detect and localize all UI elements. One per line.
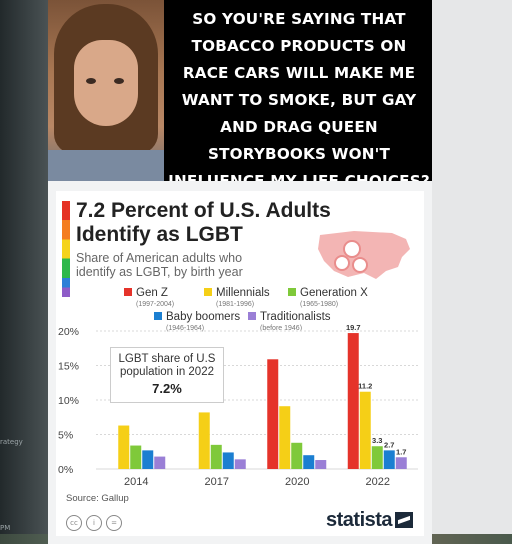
meme-panel: SO YOU'RE SAYING THAT TOBACCO PRODUCTS O… bbox=[48, 0, 432, 190]
bar-baby-boomers-2022 bbox=[383, 450, 395, 469]
background-right-panel bbox=[432, 0, 512, 544]
legend-years-millennials: (1981-1996) bbox=[216, 301, 255, 308]
background-text: rategy bbox=[0, 438, 23, 446]
statista-logo: statista bbox=[326, 509, 414, 532]
bar-generation-x-2014 bbox=[130, 445, 142, 469]
girl-photo bbox=[48, 0, 164, 181]
data-label: 3.3 bbox=[372, 436, 382, 445]
legend-years-generation-x: (1965-1980) bbox=[300, 301, 339, 308]
bar-millennials-2017 bbox=[198, 412, 210, 469]
license-icons: cc i = bbox=[66, 512, 126, 531]
legend-item-millennials: Millennials bbox=[204, 287, 270, 299]
annotation-box: LGBT share of U.S population in 2022 7.2… bbox=[110, 347, 224, 403]
bar-traditionalists-2020 bbox=[315, 460, 327, 469]
annotation-value: 7.2% bbox=[152, 381, 182, 396]
chart-card: 7.2 Percent of U.S. Adults Identify as L… bbox=[48, 181, 432, 544]
x-tick-label: 2014 bbox=[124, 476, 148, 488]
bar-traditionalists-2017 bbox=[234, 459, 246, 469]
background-left-panel bbox=[0, 0, 48, 544]
bar-generation-x-2017 bbox=[210, 444, 222, 469]
bar-baby-boomers-2020 bbox=[303, 455, 315, 469]
title-color-bar bbox=[62, 201, 70, 297]
data-label: 11.2 bbox=[358, 382, 372, 391]
legend-years-gen-z: (1997-2004) bbox=[136, 301, 175, 308]
annotation-label: LGBT share of U.S population in 2022 bbox=[118, 353, 216, 378]
chart-title: 7.2 Percent of U.S. Adults Identify as L… bbox=[76, 199, 331, 246]
noderivs-icon: = bbox=[106, 515, 122, 531]
data-label: 2.7 bbox=[384, 440, 394, 449]
y-tick-label: 15% bbox=[58, 361, 79, 373]
bar-generation-x-2020 bbox=[291, 442, 303, 469]
chart-area: 7.2 Percent of U.S. Adults Identify as L… bbox=[56, 191, 424, 536]
y-tick-label: 10% bbox=[58, 395, 79, 407]
y-tick-label: 20% bbox=[58, 326, 79, 338]
bar-baby-boomers-2017 bbox=[222, 452, 234, 469]
x-tick-label: 2020 bbox=[285, 476, 309, 488]
bar-chart: 0% 5% 10% 15% 20% 2014 2017 2020 2022 19.7 11.2 3.3… bbox=[58, 323, 418, 488]
y-tick-label: 5% bbox=[58, 430, 73, 442]
chart-subtitle: Share of American adults who identify as… bbox=[76, 251, 243, 279]
legend-item-generation-x: Generation X bbox=[288, 287, 368, 299]
bar-generation-x-2022 bbox=[371, 446, 383, 469]
statista-mark-icon bbox=[395, 512, 414, 528]
legend-years-traditionalists: (before 1946) bbox=[260, 325, 303, 332]
bar-traditionalists-2014 bbox=[154, 456, 166, 469]
background-time: PM bbox=[0, 524, 11, 532]
bar-millennials-2020 bbox=[279, 406, 291, 469]
bar-baby-boomers-2014 bbox=[142, 450, 154, 469]
us-map-icon bbox=[318, 231, 410, 279]
bar-millennials-2022 bbox=[359, 391, 371, 469]
meme-caption: SO YOU'RE SAYING THAT TOBACCO PRODUCTS O… bbox=[168, 10, 430, 190]
y-tick-label: 0% bbox=[58, 464, 73, 476]
cc-icon: cc bbox=[66, 515, 82, 531]
data-label: 1.7 bbox=[396, 447, 406, 456]
legend-years-baby-boomers: (1946-1964) bbox=[166, 325, 205, 332]
bar-gen-z-2020 bbox=[267, 359, 279, 469]
legend-item-traditionalists: Traditionalists bbox=[248, 311, 331, 323]
x-tick-label: 2022 bbox=[366, 476, 390, 488]
x-tick-label: 2017 bbox=[205, 476, 229, 488]
bar-gen-z-2022 bbox=[347, 333, 359, 469]
legend-item-gen-z: Gen Z bbox=[124, 287, 168, 299]
data-label: 19.7 bbox=[346, 323, 361, 332]
attribution-icon: i bbox=[86, 515, 102, 531]
legend-item-baby-boomers: Baby boomers bbox=[154, 311, 240, 323]
source-note: Source: Gallup bbox=[66, 493, 129, 504]
bar-traditionalists-2022 bbox=[395, 457, 407, 469]
bar-millennials-2014 bbox=[118, 425, 130, 469]
